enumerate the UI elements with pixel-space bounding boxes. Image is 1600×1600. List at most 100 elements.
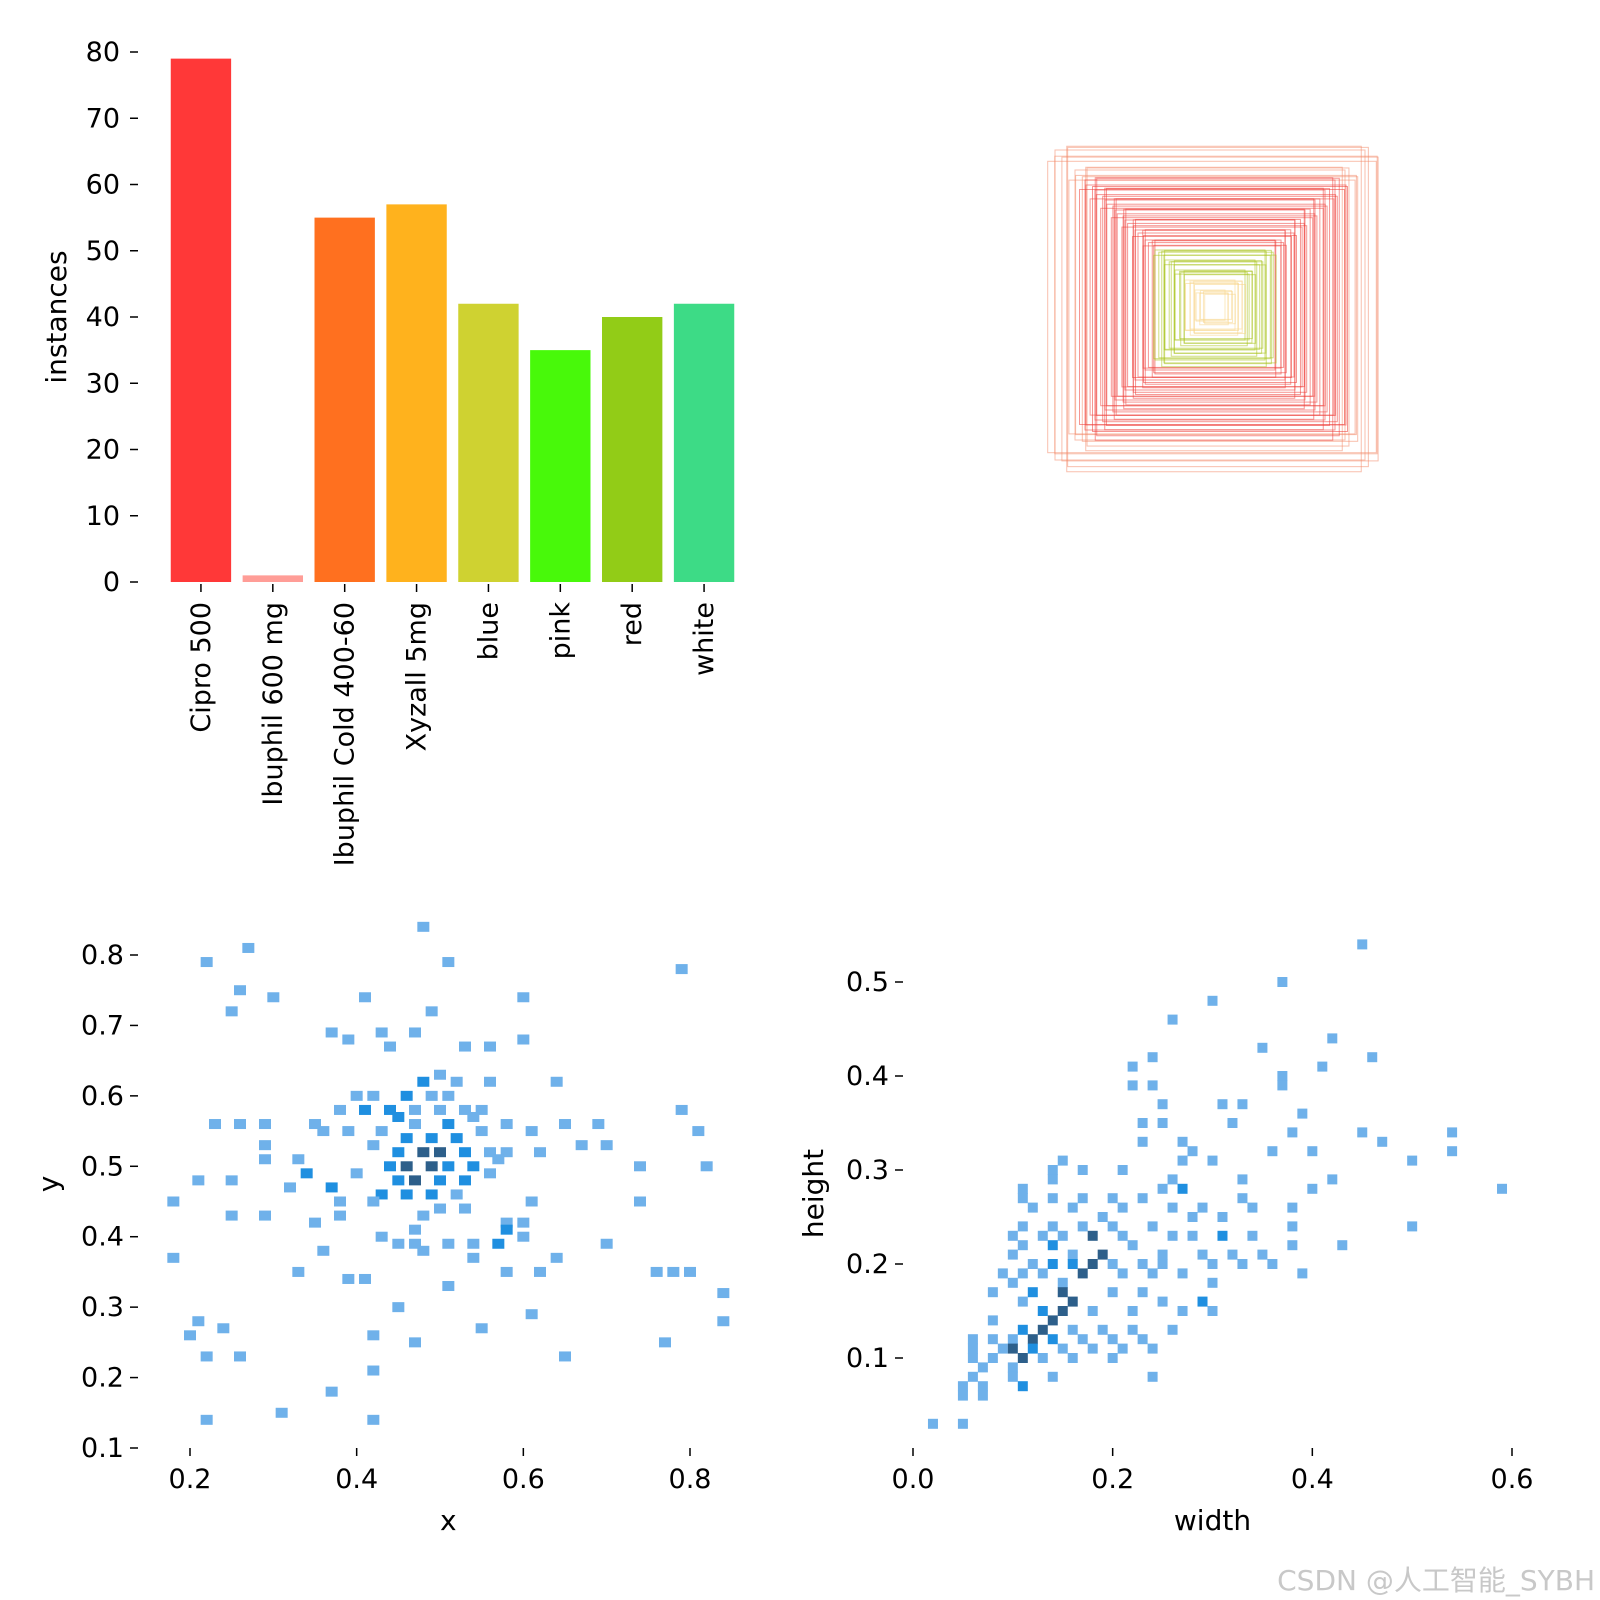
heatmap-cell xyxy=(292,1154,305,1165)
heatmap-cell xyxy=(1117,1165,1128,1175)
heatmap-cell xyxy=(1017,1268,1028,1279)
heatmap-cell xyxy=(1267,1146,1278,1157)
heatmap-cell xyxy=(1017,1240,1028,1251)
heatmap-cell xyxy=(484,1076,496,1087)
heatmap-cell xyxy=(1257,1042,1268,1053)
heatmap-cell xyxy=(1277,1080,1288,1091)
heatmap-cell xyxy=(957,1390,968,1401)
bounding-box xyxy=(1102,195,1338,423)
heatmap-cell xyxy=(1277,977,1288,987)
heatmap-cell xyxy=(692,1126,705,1137)
y-tick-label: 0.6 xyxy=(81,1081,124,1112)
heatmap-cell xyxy=(1067,1259,1078,1269)
heatmap-cell xyxy=(200,1351,213,1362)
heatmap-cell xyxy=(1277,1071,1288,1081)
heatmap-cell xyxy=(309,1119,321,1130)
x-tick-label: 0.6 xyxy=(1491,1464,1534,1495)
y-axis-label: height xyxy=(797,1149,830,1238)
heatmap-cell xyxy=(1117,1230,1128,1241)
heatmap-cell xyxy=(1177,1183,1188,1194)
bar xyxy=(673,303,735,582)
heatmap-cell xyxy=(367,1140,380,1151)
heatmap-cell xyxy=(367,1414,380,1425)
bounding-box xyxy=(1112,205,1328,413)
heatmap-cell xyxy=(409,1224,421,1235)
heatmap-cell xyxy=(1037,1268,1048,1279)
heatmap-cell xyxy=(517,1231,530,1242)
heatmap-cell xyxy=(442,957,455,968)
heatmap-cell xyxy=(1257,1249,1268,1260)
heatmap-cell xyxy=(184,1330,196,1341)
heatmap-cell xyxy=(434,1203,446,1214)
heatmap-cell xyxy=(1237,1259,1248,1269)
bar xyxy=(530,350,591,582)
heatmap-cell xyxy=(167,1196,180,1207)
heatmap-cell xyxy=(1167,1014,1178,1025)
bar xyxy=(458,303,519,582)
bar-x-tick-label: Cipro 500 xyxy=(186,602,217,733)
heatmap-cell xyxy=(1157,1249,1168,1260)
heatmap-cell xyxy=(1077,1165,1088,1175)
x-tick-label: 0.6 xyxy=(502,1464,545,1495)
heatmap-cell xyxy=(1107,1193,1118,1204)
heatmap-cell xyxy=(1097,1324,1108,1335)
heatmap-cell xyxy=(1047,1315,1058,1326)
heatmap-cell xyxy=(1087,1230,1098,1241)
heatmap-cell xyxy=(409,1175,421,1186)
heatmap-cell xyxy=(1107,1353,1118,1363)
x-axis-label: width xyxy=(1174,1504,1251,1537)
heatmap-cell xyxy=(1167,1202,1178,1213)
heatmap-cell xyxy=(400,1090,413,1101)
heatmap-cell xyxy=(1047,1174,1058,1185)
box-overlay-plot xyxy=(1047,145,1379,473)
heatmap-cell xyxy=(459,1041,471,1052)
heatmap-cell xyxy=(957,1381,968,1392)
heatmap-cell xyxy=(559,1119,571,1130)
heatmap-cell xyxy=(317,1245,330,1256)
heatmap-cell xyxy=(192,1175,205,1186)
heatmap-cell xyxy=(1137,1287,1148,1298)
heatmap-cell xyxy=(1177,1136,1188,1147)
heatmap-cell xyxy=(492,1238,505,1249)
heatmap-cell xyxy=(425,1161,438,1172)
heatmap-cell xyxy=(1007,1371,1018,1382)
bounding-box xyxy=(1183,274,1257,344)
bar-x-tick-label: white xyxy=(689,602,720,676)
heatmap-cell xyxy=(1067,1249,1078,1260)
heatmap-cell xyxy=(1117,1202,1128,1213)
heatmap-cell xyxy=(342,1273,355,1284)
bounding-box xyxy=(1168,261,1264,349)
heatmap-cell xyxy=(517,1217,530,1228)
bounding-box xyxy=(1116,213,1316,397)
heatmap-cell xyxy=(1127,1061,1138,1072)
bounding-box xyxy=(1123,208,1305,410)
heatmap-cell xyxy=(309,1217,321,1228)
heatmap-cell xyxy=(1217,1212,1228,1222)
heatmap-cell xyxy=(1177,1155,1188,1166)
heatmap-cell xyxy=(1217,1230,1228,1241)
y-tick-label: 0.4 xyxy=(846,1061,889,1092)
heatmap-cell xyxy=(1157,1259,1168,1269)
heatmap-cell xyxy=(1187,1230,1198,1241)
width-height-heatmap: 0.0 0.2 0.4 0.6 0.1 0.2 0.3 0.4 0.5 width height xyxy=(797,939,1533,1537)
heatmap-cell xyxy=(450,1189,463,1200)
bar-x-tick-label: pink xyxy=(545,602,576,660)
heatmap-cell xyxy=(334,1210,346,1221)
heatmap-cell xyxy=(500,1266,513,1277)
heatmap-cell xyxy=(1167,1174,1178,1185)
heatmap-cell xyxy=(1287,1202,1298,1213)
heatmap-cell xyxy=(1207,1155,1218,1166)
heatmap-cell xyxy=(1407,1155,1418,1166)
heatmap-cell xyxy=(434,1104,446,1115)
heatmap-cell xyxy=(927,1418,938,1429)
heatmap-cell xyxy=(997,1343,1008,1354)
heatmap-cell xyxy=(1067,1324,1078,1335)
heatmap-cell xyxy=(1197,1296,1208,1307)
heatmap-cell xyxy=(1007,1334,1018,1345)
bounding-box xyxy=(1122,215,1318,403)
heatmap-cell xyxy=(425,1133,438,1144)
heatmap-cell xyxy=(1177,1306,1188,1316)
heatmap-cell xyxy=(517,1034,530,1045)
heatmap-cell xyxy=(1037,1324,1048,1335)
x-tick-label: 0.8 xyxy=(669,1464,712,1495)
